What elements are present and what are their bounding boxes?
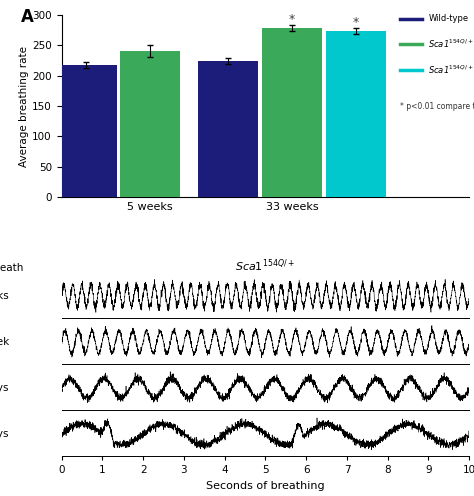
Bar	[120, 52, 181, 197]
Y-axis label: 1 week: 1 week	[0, 337, 9, 347]
Text: *: *	[289, 13, 295, 26]
Y-axis label: 3 days: 3 days	[0, 383, 9, 393]
Bar	[56, 65, 117, 197]
Text: * p<0.01 compare to the other groups.: * p<0.01 compare to the other groups.	[400, 103, 474, 112]
Bar	[262, 28, 322, 197]
Bar	[198, 61, 258, 197]
Title: $Sca1^{154Q/+}$: $Sca1^{154Q/+}$	[236, 257, 295, 274]
Text: Wild-type: Wild-type	[428, 14, 469, 23]
Text: Sca1$^{154Q/+}$; 14-3-3ε$^{+/-}$: Sca1$^{154Q/+}$; 14-3-3ε$^{+/-}$	[428, 63, 474, 76]
X-axis label: Seconds of breathing: Seconds of breathing	[206, 481, 325, 491]
Bar	[326, 31, 386, 197]
Y-axis label: Average breathing rate: Average breathing rate	[19, 46, 29, 167]
Text: Sca1$^{154Q/+}$: Sca1$^{154Q/+}$	[428, 38, 474, 50]
Y-axis label: 6 weeks: 6 weeks	[0, 291, 9, 301]
Text: Prior to death: Prior to death	[0, 263, 23, 273]
Text: *: *	[353, 16, 359, 29]
Text: A: A	[21, 7, 34, 26]
Y-axis label: 2 days: 2 days	[0, 430, 9, 439]
